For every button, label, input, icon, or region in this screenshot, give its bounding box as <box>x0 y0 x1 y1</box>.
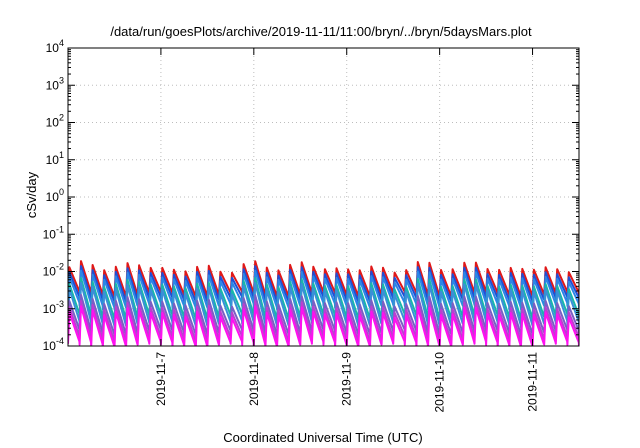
y-tick-label: 103 <box>46 75 64 92</box>
x-tick-label: 2019-11-9 <box>340 352 354 406</box>
x-tick-label: 2019-11-10 <box>433 352 447 413</box>
y-axis-label: cSv/day <box>24 171 39 218</box>
y-axis: 10-4 10-3 10-2 10-1 100 101 102 103 104 <box>43 38 579 353</box>
y-tick-label: 10-1 <box>43 224 64 241</box>
x-axis-label: Coordinated Universal Time (UTC) <box>223 430 422 445</box>
y-tick-label: 100 <box>46 187 64 204</box>
y-tick-label: 10-3 <box>43 299 64 316</box>
series-line <box>68 305 579 346</box>
y-tick-label: 102 <box>46 113 64 130</box>
series-layer <box>68 260 579 346</box>
chart-title: /data/run/goesPlots/archive/2019-11-11/1… <box>110 24 532 39</box>
y-tick-label: 104 <box>46 38 64 55</box>
x-tick-label: 2019-11-7 <box>154 352 168 406</box>
y-tick-label: 10-2 <box>43 262 64 279</box>
x-tick-label: 2019-11-8 <box>247 352 261 406</box>
x-tick-label: 2019-11-11 <box>526 352 540 412</box>
y-tick-label: 10-4 <box>43 336 64 353</box>
y-tick-label: 101 <box>46 150 64 167</box>
x-axis: 2019-11-7 2019-11-8 2019-11-9 2019-11-10 201… <box>154 48 540 413</box>
